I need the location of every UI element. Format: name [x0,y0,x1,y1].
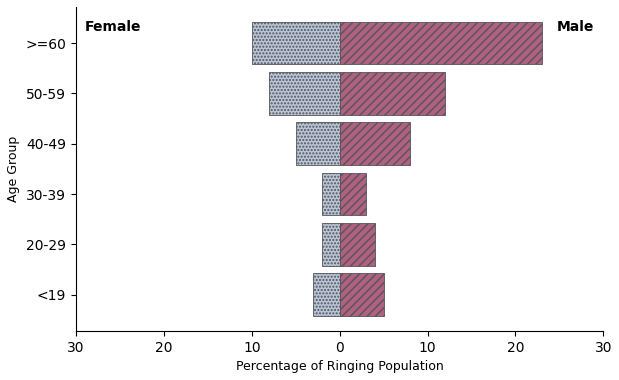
Bar [340,22,542,65]
Bar [313,273,340,316]
Bar [340,122,410,165]
Bar [269,72,340,115]
Bar [322,173,340,215]
Bar [340,223,375,266]
Bar [340,72,445,115]
Bar [340,173,366,215]
X-axis label: Percentage of Ringing Population: Percentage of Ringing Population [236,360,444,373]
Text: Male: Male [557,21,594,35]
Bar [252,22,340,65]
Bar [296,122,340,165]
Text: Female: Female [85,21,141,35]
Bar [340,273,384,316]
Y-axis label: Age Group: Age Group [7,136,20,202]
Bar [322,223,340,266]
